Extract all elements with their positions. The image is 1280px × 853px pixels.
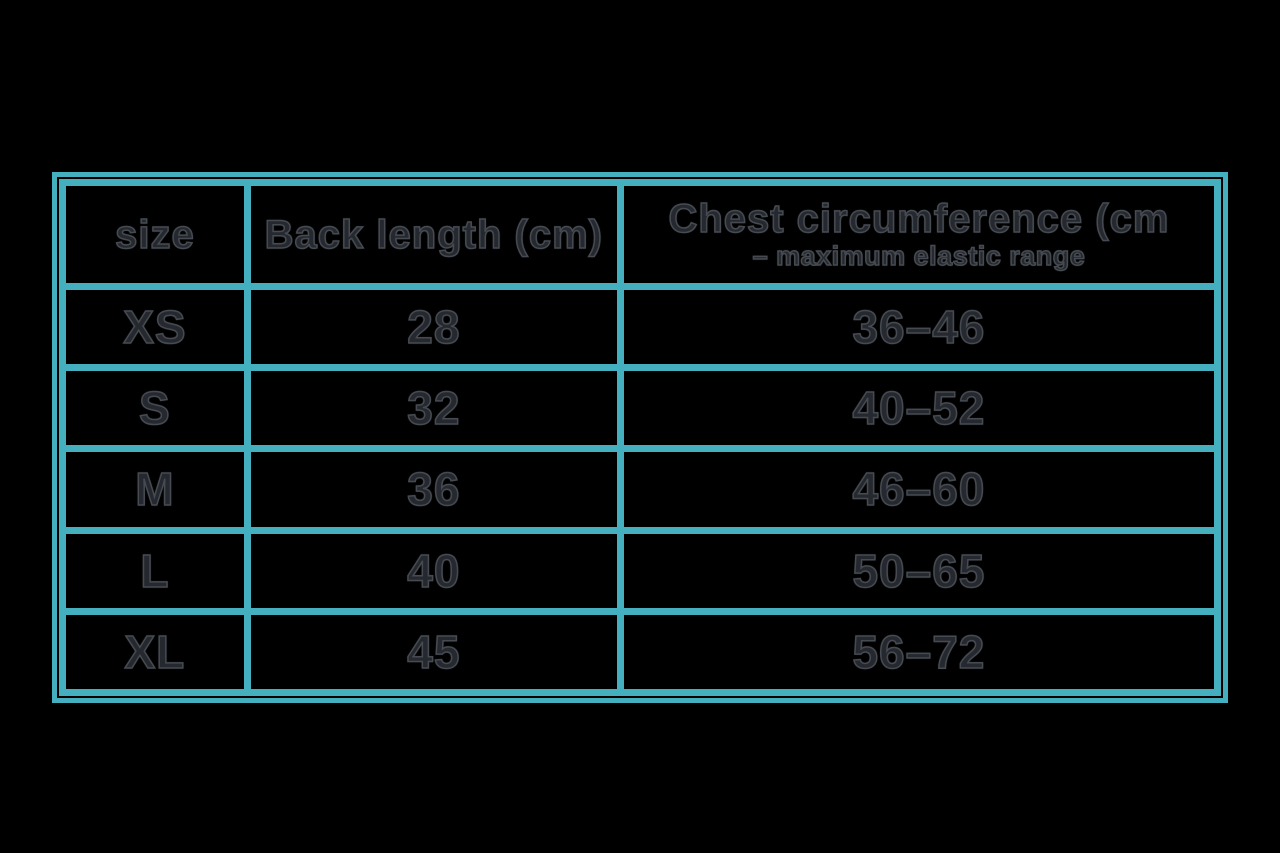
size-cell: XL bbox=[59, 607, 251, 697]
size-cell: M bbox=[59, 445, 251, 534]
col-header-chest-line1: Chest circumference (cm bbox=[668, 196, 1170, 242]
col-header-back-length-label: Back length (cm) bbox=[264, 212, 603, 258]
size-chart-table-frame: size Back length (cm) Chest circumferenc… bbox=[52, 172, 1228, 703]
back-length-cell: 40 bbox=[243, 526, 624, 615]
back-length-cell: 28 bbox=[243, 282, 624, 372]
table-row: XS 28 36–46 bbox=[59, 282, 1222, 372]
back-length-value: 40 bbox=[406, 544, 461, 597]
back-length-cell: 32 bbox=[243, 364, 624, 453]
header-row: size Back length (cm) Chest circumferenc… bbox=[59, 179, 1222, 290]
size-value: L bbox=[140, 544, 170, 597]
size-cell: S bbox=[59, 364, 251, 453]
chest-cell: 36–46 bbox=[616, 282, 1222, 372]
table-row: S 32 40–52 bbox=[59, 364, 1222, 453]
size-cell: L bbox=[59, 526, 251, 615]
col-header-size-label: size bbox=[114, 212, 195, 258]
col-header-chest-line2: – maximum elastic range bbox=[752, 240, 1086, 272]
chest-value: 36–46 bbox=[852, 301, 986, 354]
table-row: M 36 46–60 bbox=[59, 445, 1222, 534]
chest-cell: 40–52 bbox=[616, 364, 1222, 453]
chest-cell: 50–65 bbox=[616, 526, 1222, 615]
size-value: XL bbox=[124, 625, 186, 678]
col-header-chest: Chest circumference (cm – maximum elasti… bbox=[616, 179, 1222, 290]
chest-value: 50–65 bbox=[852, 544, 986, 597]
size-value: M bbox=[134, 463, 175, 516]
chest-value: 46–60 bbox=[852, 463, 986, 516]
back-length-value: 28 bbox=[406, 301, 461, 354]
back-length-value: 32 bbox=[406, 382, 461, 435]
size-cell: XS bbox=[59, 282, 251, 372]
back-length-cell: 45 bbox=[243, 607, 624, 697]
back-length-value: 36 bbox=[406, 463, 461, 516]
chest-value: 40–52 bbox=[852, 382, 986, 435]
table-row: L 40 50–65 bbox=[59, 526, 1222, 615]
chest-value: 56–72 bbox=[852, 625, 986, 678]
back-length-cell: 36 bbox=[243, 445, 624, 534]
col-header-back-length: Back length (cm) bbox=[243, 179, 624, 290]
size-value: S bbox=[138, 382, 171, 435]
table-row: XL 45 56–72 bbox=[59, 607, 1222, 697]
col-header-size: size bbox=[59, 179, 251, 290]
chest-cell: 46–60 bbox=[616, 445, 1222, 534]
size-value: XS bbox=[122, 301, 187, 354]
size-chart-table: size Back length (cm) Chest circumferenc… bbox=[59, 179, 1222, 697]
back-length-value: 45 bbox=[406, 625, 461, 678]
chest-cell: 56–72 bbox=[616, 607, 1222, 697]
